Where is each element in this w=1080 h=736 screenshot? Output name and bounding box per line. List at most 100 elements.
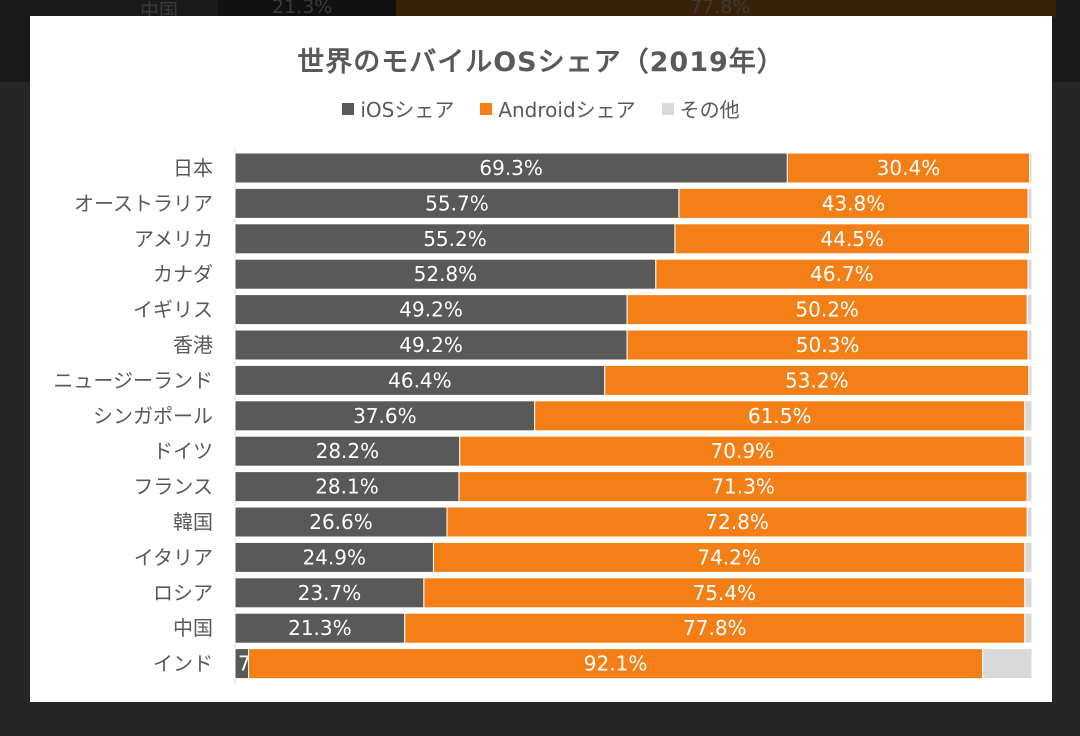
bar-segment bbox=[248, 648, 984, 680]
bar-segment bbox=[674, 223, 1031, 255]
bar-segment bbox=[982, 648, 1033, 680]
bar-segment bbox=[786, 152, 1031, 184]
data-label: 46.4% bbox=[388, 368, 452, 392]
bar-segment bbox=[1027, 258, 1033, 290]
bar-segment bbox=[423, 577, 1026, 609]
legend-label: その他 bbox=[679, 98, 740, 122]
bar-segment bbox=[626, 294, 1028, 326]
chart-legend: iOSシェア Androidシェア その他 bbox=[30, 94, 1052, 123]
data-label: 44.5% bbox=[821, 227, 885, 251]
bar-chart-plot: 日本 69.3% 30.4% オーストラリア 55.7% 43.8% アメリカ 55.2% 44… bbox=[53, 149, 1033, 684]
data-label: 50.2% bbox=[795, 298, 859, 322]
data-label: 92.1% bbox=[584, 652, 648, 676]
data-label: 75.4% bbox=[693, 581, 757, 605]
bar-segment bbox=[234, 541, 434, 573]
category-label: 中国 bbox=[173, 616, 213, 640]
bar-segment bbox=[234, 612, 406, 644]
legend-item: その他 bbox=[661, 94, 740, 123]
background-android-bar bbox=[396, 0, 1056, 18]
bar-segment bbox=[404, 612, 1026, 644]
data-label: 43.8% bbox=[822, 191, 886, 215]
bar-segment bbox=[1027, 187, 1033, 219]
chart-card: 世界のモバイルOSシェア（2019年） iOSシェア Androidシェア その他 … bbox=[30, 16, 1052, 702]
bar-segment bbox=[1029, 223, 1033, 255]
category-label: 日本 bbox=[173, 156, 213, 180]
data-label: 72.8% bbox=[705, 510, 769, 534]
data-label: 77.8% bbox=[683, 616, 747, 640]
data-label: 71.3% bbox=[711, 475, 775, 499]
bar-segment bbox=[1027, 329, 1033, 361]
data-label: 53.2% bbox=[785, 368, 849, 392]
legend-item: iOSシェア bbox=[342, 94, 454, 123]
legend-swatch bbox=[342, 102, 355, 115]
data-label: 49.2% bbox=[399, 298, 463, 322]
bar-segment bbox=[655, 258, 1029, 290]
data-label: 55.2% bbox=[423, 227, 487, 251]
category-label: イギリス bbox=[133, 298, 213, 322]
bar-segment bbox=[234, 223, 676, 255]
bar-segment bbox=[1028, 364, 1033, 396]
data-label: 50.3% bbox=[796, 333, 860, 357]
category-label: ロシア bbox=[153, 581, 213, 605]
category-label: ニュージーランド bbox=[53, 368, 213, 392]
background-ios-label: 21.3% bbox=[272, 0, 333, 18]
background-android-label: 77.8% bbox=[690, 0, 751, 18]
data-label: 21.3% bbox=[288, 616, 352, 640]
legend-swatch bbox=[480, 102, 493, 115]
bar-segment bbox=[458, 471, 1028, 503]
data-label: 52.8% bbox=[414, 262, 478, 286]
bar-segment bbox=[1024, 400, 1033, 432]
legend-label: Androidシェア bbox=[498, 98, 636, 122]
data-label: 23.7% bbox=[298, 581, 362, 605]
bar-segment bbox=[1026, 471, 1033, 503]
category-label: 韓国 bbox=[173, 510, 213, 534]
bar-segment bbox=[234, 187, 680, 219]
data-label: 28.2% bbox=[316, 439, 380, 463]
data-label: 49.2% bbox=[399, 333, 463, 357]
bar-segment bbox=[1024, 435, 1033, 467]
data-label: 26.6% bbox=[309, 510, 373, 534]
data-label: 30.4% bbox=[877, 156, 941, 180]
category-label: オーストラリア bbox=[74, 191, 213, 215]
bar-segment bbox=[1024, 577, 1033, 609]
category-label: フランス bbox=[133, 475, 213, 499]
bar-segment bbox=[1024, 541, 1033, 573]
category-label: ドイツ bbox=[153, 439, 213, 463]
bar-segment bbox=[446, 506, 1028, 538]
background-ios-bar bbox=[218, 0, 396, 18]
data-label: 69.3% bbox=[479, 156, 543, 180]
data-label: 46.7% bbox=[810, 262, 874, 286]
bar-segment bbox=[1029, 152, 1033, 184]
data-label: 70.9% bbox=[711, 439, 775, 463]
legend-label: iOSシェア bbox=[360, 98, 455, 122]
bar-segment bbox=[1026, 506, 1033, 538]
bar-segment bbox=[234, 329, 628, 361]
data-label: 37.6% bbox=[353, 404, 417, 428]
data-label: 28.1% bbox=[315, 475, 379, 499]
bar-segment bbox=[234, 294, 628, 326]
data-label: 61.5% bbox=[748, 404, 812, 428]
legend-swatch bbox=[661, 102, 674, 115]
data-label: 74.2% bbox=[697, 545, 761, 569]
category-label: 香港 bbox=[173, 333, 213, 357]
bar-segment bbox=[1024, 612, 1033, 644]
category-label: カナダ bbox=[153, 262, 213, 286]
bar-segment bbox=[1026, 294, 1033, 326]
bar-segment bbox=[234, 152, 788, 184]
category-label: シンガポール bbox=[93, 404, 213, 428]
category-label: インド bbox=[153, 652, 213, 676]
bar-segment bbox=[234, 577, 425, 609]
category-label: イタリア bbox=[134, 545, 213, 569]
category-label: アメリカ bbox=[134, 227, 213, 251]
bar-segment bbox=[626, 329, 1029, 361]
legend-item: Androidシェア bbox=[480, 94, 636, 123]
data-label: 55.7% bbox=[425, 191, 489, 215]
bar-segment bbox=[534, 400, 1026, 432]
bar-segment bbox=[234, 258, 657, 290]
chart-title: 世界のモバイルOSシェア（2019年） bbox=[297, 47, 785, 78]
bar-segment bbox=[234, 435, 461, 467]
bar-segment bbox=[604, 364, 1030, 396]
bar-segment bbox=[234, 364, 606, 396]
bar-segment bbox=[459, 435, 1026, 467]
data-label: 24.9% bbox=[302, 545, 366, 569]
